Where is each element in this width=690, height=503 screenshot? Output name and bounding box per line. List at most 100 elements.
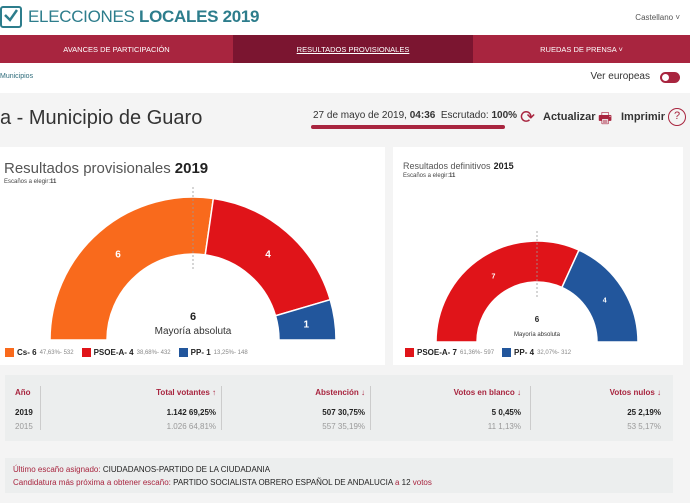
legend-detail: 61,36%- 597 [460,349,495,356]
seat-count-label: 4 [603,297,607,304]
chart-year: 2015 [493,161,514,171]
majority-label: Mayoría absoluta [155,326,232,337]
print-button[interactable]: Imprimir [621,111,666,123]
scrutiny-progress-bar [311,125,505,129]
nav-ruedas[interactable]: RUEDAS DE PRENSA ˅ [540,44,623,54]
majority-number: 6 [535,315,540,324]
toggle-label: Ver europeas [590,71,651,82]
seats-info: Escaños a elegir:11 [403,173,455,179]
legend-item-pp: PP- 4 32,07%- 312 [502,348,571,357]
next-votes-label: votos [410,478,432,487]
refresh-button[interactable]: Actualizar [543,111,596,123]
header-total-votantes[interactable]: Total votantes ↑ [156,388,216,397]
help-icon[interactable]: ? [668,108,686,126]
legend-label: PP- 4 [514,348,535,357]
col-blanco: Votos en blanco ↓ 5 0,45% 11 1,13% [371,375,526,441]
seat-count-label: 7 [492,273,496,280]
language-select[interactable]: Castellano ˅ [635,13,680,22]
seat-segment-cs[interactable] [49,196,215,341]
nav-avances[interactable]: AVANCES DE PARTICIPACIÓN [63,44,170,54]
seat-count-label: 4 [265,249,271,260]
divider [221,386,222,430]
breadcrumb-row [0,63,690,93]
cell: 5 0,45% [491,408,521,417]
main-nav: AVANCES DE PARTICIPACIÓN RESULTADOS PROV… [0,35,690,63]
page-title: a - Municipio de Guaro [0,107,203,129]
date: 27 de mayo de 2019, [313,110,410,121]
scrutinized-value: 100% [491,110,518,121]
col-year: Año 2019 2015 [5,375,90,441]
chart-title: Resultados provisionales 2019 [4,160,208,177]
printer-icon[interactable]: 🖶 [598,110,613,127]
provisional-results-card: Resultados provisionales 2019 Escaños a e… [0,147,385,365]
chart-title-text: Resultados provisionales [4,160,171,177]
legend-label: PSOE-A- 7 [417,348,458,357]
nav-resultados[interactable]: RESULTADOS PROVISIONALES [233,35,473,63]
seats-label: Escaños a elegir: [4,179,51,185]
title-bar [0,93,690,145]
next-votes: 12 [401,478,411,487]
divider [40,386,41,430]
seat-count-label: 6 [115,249,121,260]
col-abstencion: Abstención ↓ 507 30,75% 557 35,19% [222,375,370,441]
cell: 2019 [15,408,33,417]
cell: 53 5,17% [627,422,661,431]
legend-swatch [178,348,188,357]
cell: 25 2,19% [627,408,661,417]
legend-item-cs: Cs- 6 47,63%- 532 [5,348,74,357]
header-year: Año [15,388,31,397]
cell: 557 35,19% [322,422,365,431]
seats-label: Escaños a elegir: [403,173,450,179]
divider [530,386,531,430]
seat-info-box: Último escaño asignado: CIUDADANOS-PARTI… [5,458,673,493]
refresh-icon[interactable]: ⟳ [520,107,536,127]
legend-2015: PSOE-A- 7 61,36%- 597 PP- 4 32,07%- 312 [405,348,571,357]
last-seat: Último escaño asignado: CIUDADANOS-PARTI… [13,463,665,476]
next-seat: Candidatura más próxima a obtener escaño… [13,476,665,489]
legend-item-pp: PP- 1 13,25%- 148 [178,348,248,357]
legend-label: PP- 1 [190,348,211,357]
col-nulos: Votos nulos ↓ 25 2,19% 53 5,17% [531,375,666,441]
cell: 507 30,75% [322,408,365,417]
cell: 2015 [15,422,33,431]
seats-info: Escaños a elegir:11 [4,179,56,185]
stats-table: Año 2019 2015 Total votantes ↑ 1.142 69,… [5,375,673,441]
breadcrumb[interactable]: Municipios [0,73,34,80]
col-total: Total votantes ↑ 1.142 69,25% 1.026 64,8… [41,375,221,441]
cell: 1.026 64,81% [166,422,216,431]
majority-label: Mayoría absoluta [514,332,561,338]
header-votos-nulos[interactable]: Votos nulos ↓ [609,388,661,397]
legend-detail: 13,25%- 148 [213,349,248,356]
legend-label: Cs- 6 [17,348,37,357]
seat-count-label: 1 [304,320,310,331]
brand-bold: LOCALES 2019 [139,7,260,26]
cell: 1.142 69,25% [166,408,216,417]
cell: 11 1,13% [487,422,521,431]
legend-swatch [502,348,512,357]
seats-value: 11 [50,179,57,185]
seat-segment-psoe-a[interactable] [435,240,580,343]
legend-detail: 32,07%- 312 [537,349,572,356]
europeas-toggle[interactable] [660,72,680,83]
legend-swatch [81,348,91,357]
parliament-chart-2019: 6 4 1 6 Mayoría absoluta [49,187,337,341]
legend-item-psoe-a: PSOE-A- 7 61,36%- 597 [405,348,494,357]
legend-swatch [5,348,14,357]
legend-label: PSOE-A- 4 [93,348,134,357]
next-seat-label: Candidatura más próxima a obtener escaño… [13,478,174,487]
legend-item-psoe-a: PSOE-A- 4 38,68%- 432 [81,348,171,357]
definitive-results-card: Resultados definitivos 2015 Escaños a ele… [393,147,683,365]
brand-title[interactable]: ELECCIONES LOCALES 2019 [28,7,260,27]
seat-segment-pp[interactable] [274,298,337,341]
header [0,0,690,35]
scrutinized-label: Escrutado: [440,110,492,121]
header-abstencion[interactable]: Abstención ↓ [315,388,365,397]
seats-value: 11 [449,173,456,179]
legend-swatch [405,348,414,357]
divider [370,386,371,430]
time: 04:36 [409,110,436,121]
last-seat-value: CIUDADANOS-PARTIDO DE LA CIUDADANIA [102,465,271,474]
seat-segment-pp[interactable] [560,249,639,343]
legend-detail: 47,63%- 532 [39,349,74,356]
header-votos-blanco[interactable]: Votos en blanco ↓ [453,388,521,397]
